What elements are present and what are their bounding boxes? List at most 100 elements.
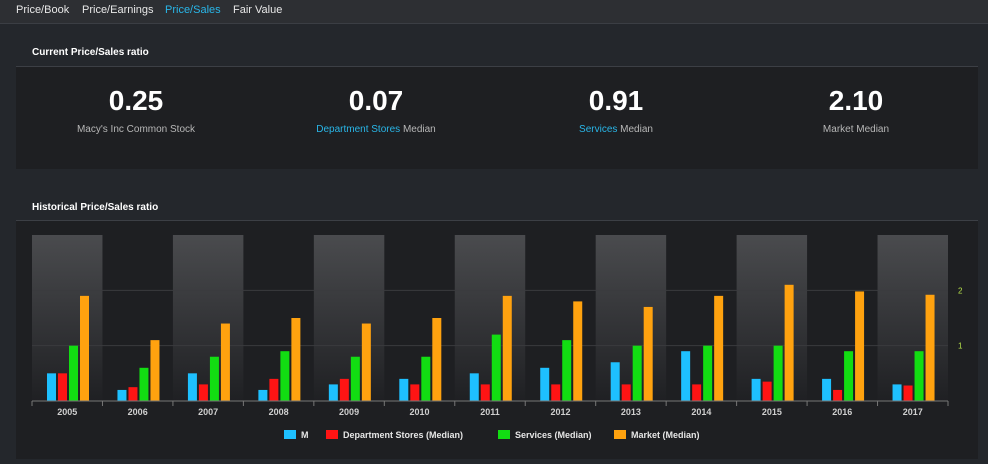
legend-item-1[interactable]: Department Stores (Median) bbox=[326, 430, 463, 440]
chart-band bbox=[595, 235, 667, 401]
metric-stock-value: 0.25 bbox=[108, 85, 164, 116]
tab-price-book[interactable]: Price/Book bbox=[16, 4, 70, 16]
sector-link[interactable]: Services bbox=[579, 124, 618, 135]
bar-services-median-2011[interactable] bbox=[491, 334, 501, 401]
bar-department-stores-median-2006[interactable] bbox=[128, 387, 138, 401]
bar-market-median-2006[interactable] bbox=[150, 340, 160, 401]
bar-department-stores-median-2015[interactable] bbox=[762, 381, 772, 401]
x-tick-label: 2016 bbox=[832, 407, 852, 417]
bar-department-stores-median-2007[interactable] bbox=[198, 384, 208, 401]
bar-department-stores-median-2008[interactable] bbox=[269, 378, 279, 401]
bar-services-median-2010[interactable] bbox=[421, 356, 431, 401]
chart-band bbox=[32, 235, 103, 401]
legend-label: M bbox=[301, 430, 309, 440]
bar-services-median-2009[interactable] bbox=[350, 356, 360, 401]
y-tick-label: 1 bbox=[958, 342, 963, 351]
bar-market-median-2010[interactable] bbox=[432, 318, 442, 401]
industry-link[interactable]: Department Stores bbox=[316, 124, 401, 135]
bar-m-2015[interactable] bbox=[751, 378, 761, 401]
bar-m-2008[interactable] bbox=[258, 389, 268, 401]
bar-m-2006[interactable] bbox=[117, 389, 127, 401]
chart-band bbox=[454, 235, 526, 401]
bar-department-stores-median-2014[interactable] bbox=[692, 384, 702, 401]
legend-item-2[interactable]: Services (Median) bbox=[498, 430, 592, 440]
bar-department-stores-median-2012[interactable] bbox=[551, 384, 561, 401]
x-tick-label: 2015 bbox=[762, 407, 782, 417]
bar-services-median-2008[interactable] bbox=[280, 351, 290, 401]
metric-sector-label: Services Median bbox=[496, 124, 736, 135]
bar-market-median-2005[interactable] bbox=[80, 295, 89, 401]
bar-market-median-2009[interactable] bbox=[361, 323, 371, 401]
legend-swatch bbox=[614, 430, 626, 439]
x-tick-label: 2008 bbox=[269, 407, 289, 417]
current-metrics-panel: 0.25 Macy's Inc Common Stock 0.07 Depart… bbox=[16, 67, 978, 169]
metric-stock: 0.25 Macy's Inc Common Stock bbox=[16, 67, 256, 135]
bar-department-stores-median-2005[interactable] bbox=[58, 373, 67, 401]
price-sales-chart: 1 2 2005 2006 2007 2008 2009 2010 2011 2012 2013 20… bbox=[31, 235, 963, 440]
bar-m-2012[interactable] bbox=[540, 367, 550, 401]
bar-department-stores-median-2011[interactable] bbox=[480, 384, 490, 401]
bar-m-2007[interactable] bbox=[187, 373, 197, 401]
bar-services-median-2005[interactable] bbox=[69, 345, 78, 401]
bar-services-median-2015[interactable] bbox=[773, 345, 783, 401]
tab-price-earnings[interactable]: Price/Earnings bbox=[82, 4, 154, 16]
bar-m-2013[interactable] bbox=[610, 362, 620, 401]
metric-industry-value: 0.07 bbox=[348, 85, 404, 116]
tab-fair-value[interactable]: Fair Value bbox=[233, 4, 283, 16]
bar-market-median-2008[interactable] bbox=[291, 318, 301, 401]
bar-m-2011[interactable] bbox=[469, 373, 479, 401]
metric-market-label: Market Median bbox=[822, 124, 890, 135]
bar-market-median-2014[interactable] bbox=[714, 295, 724, 401]
chart-band bbox=[313, 235, 385, 401]
bar-services-median-2016[interactable] bbox=[844, 351, 854, 401]
historical-chart-panel: 1 2 2005 2006 2007 2008 2009 2010 2011 2012 2013 20… bbox=[16, 221, 978, 459]
metric-stock-label: Macy's Inc Common Stock bbox=[76, 124, 196, 135]
bar-department-stores-median-2017[interactable] bbox=[903, 385, 913, 401]
x-tick-label: 2010 bbox=[410, 407, 430, 417]
bar-services-median-2006[interactable] bbox=[139, 367, 149, 401]
bar-m-2017[interactable] bbox=[892, 384, 902, 401]
metric-market: 2.10 Market Median bbox=[736, 67, 976, 135]
bar-m-2014[interactable] bbox=[681, 351, 691, 401]
bar-services-median-2017[interactable] bbox=[914, 351, 924, 401]
x-tick-label: 2011 bbox=[480, 407, 500, 417]
x-tick-label: 2005 bbox=[57, 407, 77, 417]
chart-band bbox=[877, 235, 948, 401]
bar-market-median-2011[interactable] bbox=[502, 295, 512, 401]
tab-price-sales[interactable]: Price/Sales bbox=[165, 4, 221, 16]
bar-market-median-2017[interactable] bbox=[925, 294, 935, 401]
bar-m-2010[interactable] bbox=[399, 378, 409, 401]
bar-market-median-2015[interactable] bbox=[784, 284, 794, 401]
bar-market-median-2013[interactable] bbox=[643, 306, 653, 401]
x-tick-label: 2009 bbox=[339, 407, 359, 417]
bar-services-median-2014[interactable] bbox=[703, 345, 713, 401]
bar-department-stores-median-2013[interactable] bbox=[621, 384, 631, 401]
legend-item-3[interactable]: Market (Median) bbox=[614, 430, 700, 440]
metric-market-value: 2.10 bbox=[828, 85, 884, 116]
bar-market-median-2007[interactable] bbox=[220, 323, 230, 401]
historical-divider bbox=[16, 220, 978, 221]
bar-services-median-2007[interactable] bbox=[209, 356, 219, 401]
bar-market-median-2016[interactable] bbox=[855, 291, 865, 401]
bar-services-median-2012[interactable] bbox=[562, 340, 572, 401]
legend-label: Market (Median) bbox=[631, 430, 700, 440]
legend-item-0[interactable]: M bbox=[284, 430, 309, 440]
x-tick-label: 2014 bbox=[691, 407, 711, 417]
current-divider bbox=[16, 66, 978, 67]
legend-label: Department Stores (Median) bbox=[343, 430, 463, 440]
historical-section-title: Historical Price/Sales ratio bbox=[32, 202, 159, 213]
tab-bar: Price/Book Price/Earnings Price/Sales Fa… bbox=[0, 0, 988, 24]
chart-band bbox=[172, 235, 244, 401]
bar-department-stores-median-2010[interactable] bbox=[410, 384, 420, 401]
x-tick-label: 2012 bbox=[550, 407, 570, 417]
bar-department-stores-median-2016[interactable] bbox=[833, 389, 843, 401]
bar-m-2009[interactable] bbox=[328, 384, 338, 401]
industry-label-suffix: Median bbox=[400, 124, 436, 135]
metric-industry-label: Department Stores Median bbox=[256, 124, 496, 135]
bar-market-median-2012[interactable] bbox=[573, 301, 583, 401]
bar-m-2005[interactable] bbox=[47, 373, 56, 401]
y-tick-label: 2 bbox=[958, 286, 963, 295]
bar-services-median-2013[interactable] bbox=[632, 345, 642, 401]
bar-department-stores-median-2009[interactable] bbox=[339, 378, 349, 401]
bar-m-2016[interactable] bbox=[822, 378, 832, 401]
